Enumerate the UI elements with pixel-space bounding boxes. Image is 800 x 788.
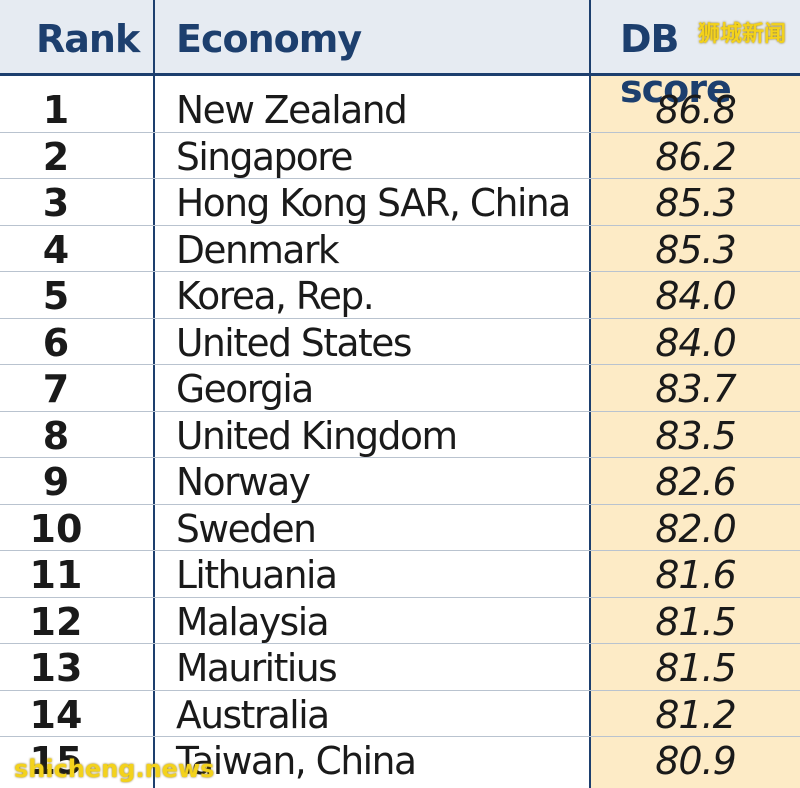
db-score-cell: 84.0 [655,320,737,365]
economy-cell: Sweden [176,506,317,551]
table-row: 12 Malaysia 81.5 [0,598,800,644]
db-score-cell: 82.0 [655,506,737,551]
rank-cell: 10 [29,506,83,551]
economy-cell: United Kingdom [176,413,458,458]
table-row: 15 Taiwan, China 80.9 [0,737,800,784]
table-header: Rank Economy DB score [0,0,800,111]
column-divider-score [589,76,591,788]
watermark-bottom: shicheng.news [14,755,215,783]
rank-cell: 4 [42,227,70,272]
db-score-cell: 81.2 [655,692,737,737]
header-rank: Rank [36,17,140,61]
header-economy: Economy [176,17,362,61]
db-score-cell: 81.6 [655,553,737,597]
economy-cell: United States [176,320,412,365]
economy-cell: Singapore [176,134,354,179]
rank-cell: 14 [29,692,83,737]
rank-cell: 13 [29,646,83,690]
table-row: 14 Australia 81.2 [0,691,800,737]
header-divider [589,0,591,76]
rank-cell: 9 [42,460,70,504]
rank-cell: 1 [42,88,70,132]
rank-cell: 15 [29,739,83,783]
db-score-cell: 83.7 [655,367,737,411]
economy-cell: Georgia [176,367,314,411]
economy-cell: Norway [176,460,311,504]
db-score-cell: 81.5 [655,646,737,690]
db-score-cell: 84.0 [655,274,737,318]
db-score-cell: 86.8 [655,88,737,132]
table-body: 1 New Zealand 86.8 2 Singapore 86.2 3 Hong Kong… [0,86,800,784]
table-row: 7 Georgia 83.7 [0,365,800,412]
table-row: 4 Denmark 85.3 [0,226,800,272]
rank-cell: 3 [42,181,70,225]
economy-cell: Australia [176,692,330,737]
db-score-cell: 83.5 [655,413,737,458]
economy-cell: Korea, Rep. [176,274,375,318]
header-db-score: DB score [620,17,732,111]
table-row: 11 Lithuania 81.6 [0,551,800,598]
table-row: 1 New Zealand 86.8 [0,86,800,133]
rank-cell: 7 [42,367,70,411]
economy-cell: New Zealand [176,88,408,132]
db-score-cell: 80.9 [655,739,737,783]
table-row: 13 Mauritius 81.5 [0,644,800,691]
db-score-cell: 85.3 [655,181,737,225]
rank-cell: 6 [42,320,70,365]
economy-cell: Malaysia [176,599,330,644]
score-column-background [591,76,800,788]
header-divider [153,0,155,76]
db-score-cell: 82.6 [655,460,737,504]
economy-cell: Lithuania [176,553,338,597]
table-row: 8 United Kingdom 83.5 [0,412,800,458]
table-row: 10 Sweden 82.0 [0,505,800,551]
economy-cell: Hong Kong SAR, China [176,181,571,225]
table-row: 9 Norway 82.6 [0,458,800,505]
db-score-cell: 85.3 [655,227,737,272]
rank-cell: 2 [42,134,70,179]
table-row: 5 Korea, Rep. 84.0 [0,272,800,319]
rank-cell: 8 [42,413,70,458]
column-divider-rank [153,76,155,788]
rank-cell: 11 [29,553,83,597]
watermark-top: 狮城新闻 [697,22,786,47]
table-row: 2 Singapore 86.2 [0,133,800,179]
table-row: 3 Hong Kong SAR, China 85.3 [0,179,800,226]
economy-cell: Denmark [176,227,340,272]
economy-cell: Mauritius [176,646,338,690]
table-row: 6 United States 84.0 [0,319,800,365]
economy-cell: Taiwan, China [176,739,417,783]
rank-cell: 5 [42,274,70,318]
db-score-cell: 81.5 [655,599,737,644]
rank-cell: 12 [29,599,83,644]
db-score-cell: 86.2 [655,134,737,179]
